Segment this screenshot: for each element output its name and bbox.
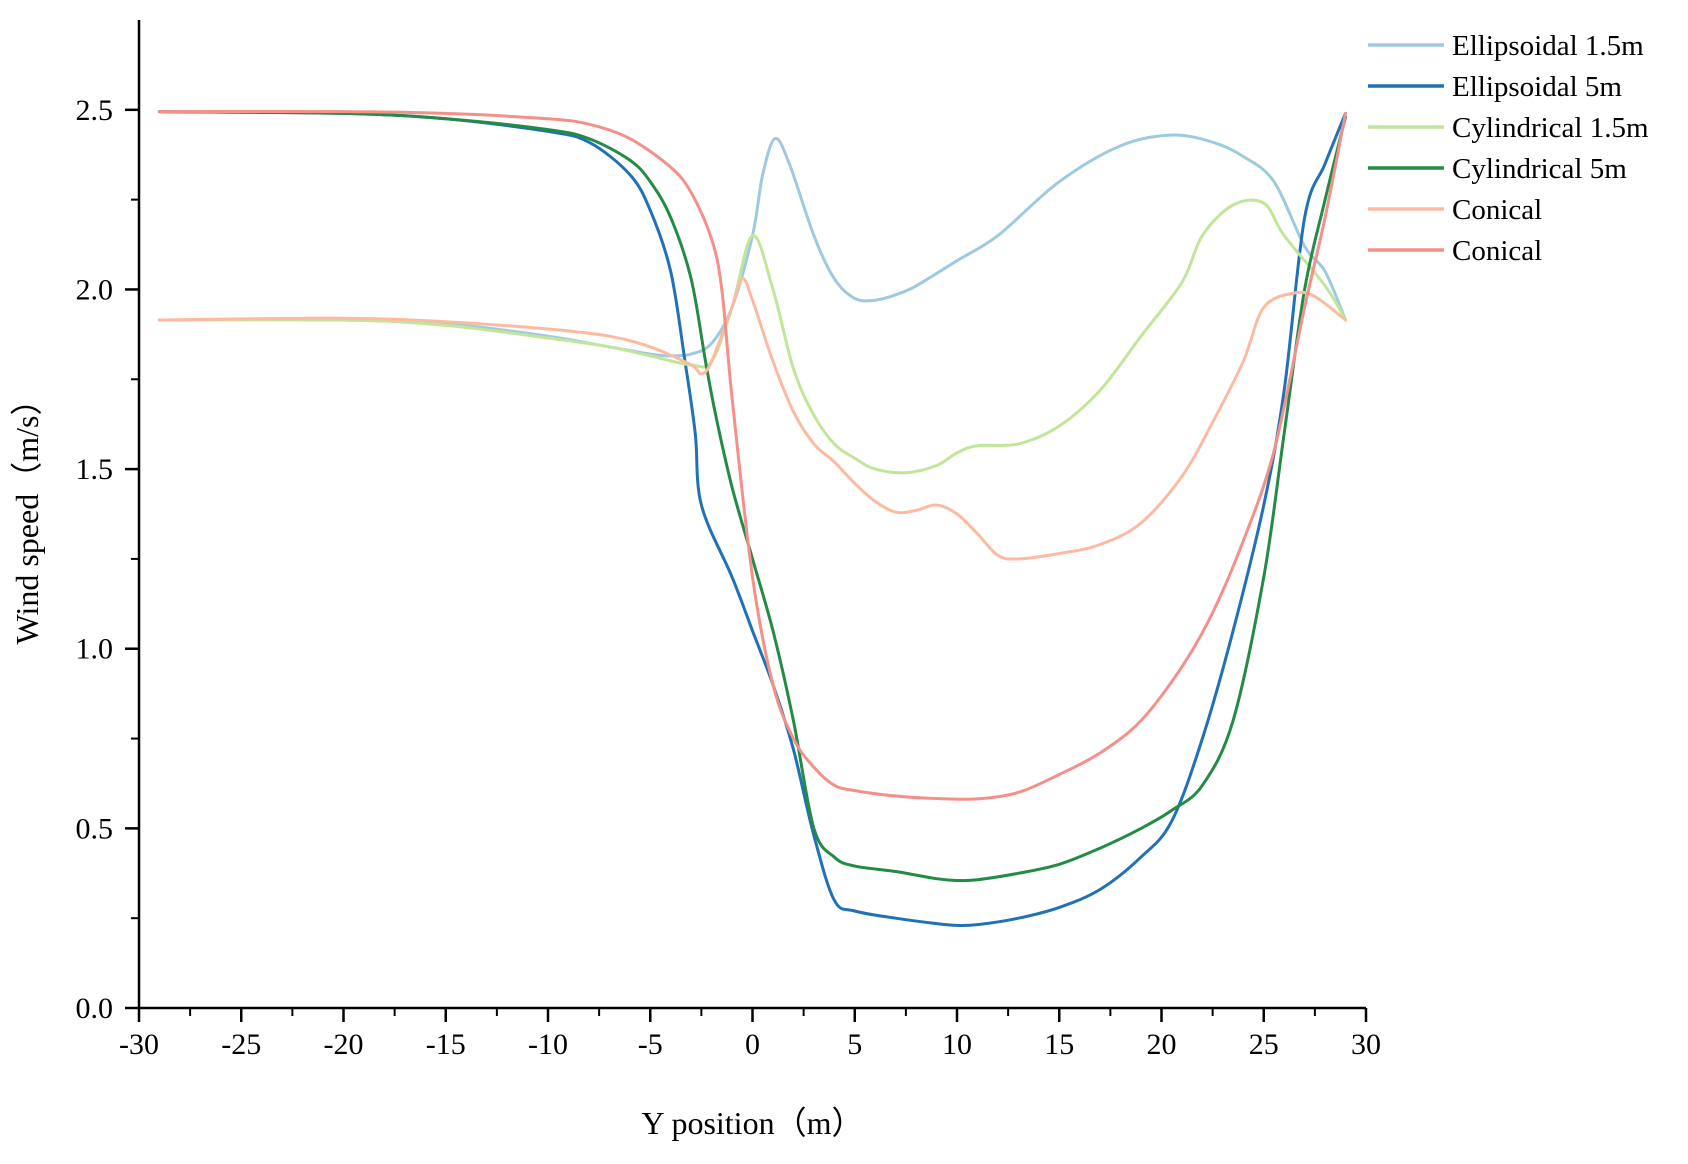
- x-tick-label: -10: [528, 1028, 568, 1061]
- legend-label: Conical: [1452, 194, 1542, 226]
- x-tick-label: 5: [847, 1028, 862, 1061]
- x-tick-label: -25: [221, 1028, 261, 1061]
- x-axis-title: Y position（m）: [642, 1105, 864, 1141]
- x-tick-label: 30: [1351, 1028, 1381, 1061]
- chart-legend: Ellipsoidal 1.5m Ellipsoidal 5m Cylindrica…: [1368, 30, 1649, 267]
- series-line-4: [157, 110, 1347, 883]
- legend-label: Ellipsoidal 5m: [1452, 71, 1622, 103]
- legend-label: Cylindrical 1.5m: [1452, 112, 1649, 144]
- series-line-1: [157, 133, 1347, 358]
- x-tick-label: 25: [1249, 1028, 1279, 1061]
- series-line-3: [157, 198, 1347, 475]
- y-axis-ticks: 0.0 0.5 1.0 1.5 2.0 2.5: [76, 94, 139, 1025]
- series-line-6: [157, 109, 1347, 801]
- y-tick-label: 0.5: [76, 812, 114, 845]
- x-axis-ticks: -30 -25 -20 -15 -10 -5 0 5 10 15 20 25 30: [119, 1008, 1381, 1061]
- legend-label: Cylindrical 5m: [1452, 153, 1627, 185]
- x-tick-label: -20: [324, 1028, 364, 1061]
- x-tick-label: -5: [638, 1028, 663, 1061]
- y-tick-label: 2.5: [76, 94, 114, 127]
- x-tick-label: 20: [1147, 1028, 1177, 1061]
- series-lines: [157, 109, 1347, 928]
- x-tick-label: 10: [942, 1028, 972, 1061]
- chart-axes: -30 -25 -20 -15 -10 -5 0 5 10 15 20 25 30 0.0 0.5 1.0 1…: [76, 20, 1381, 1061]
- y-tick-label: 0.0: [76, 992, 114, 1025]
- x-tick-label: -15: [426, 1028, 466, 1061]
- legend-label: Ellipsoidal 1.5m: [1452, 30, 1644, 62]
- x-tick-label: 15: [1044, 1028, 1074, 1061]
- y-tick-label: 1.0: [76, 633, 114, 666]
- legend-label: Conical: [1452, 235, 1542, 267]
- series-line-5: [157, 277, 1347, 561]
- y-tick-label: 1.5: [76, 453, 114, 486]
- y-axis-title: Wind speed（m/s）: [9, 384, 45, 645]
- x-tick-label: -30: [119, 1028, 159, 1061]
- series-line-2: [157, 110, 1347, 928]
- y-tick-label: 2.0: [76, 273, 114, 306]
- x-tick-label: 0: [745, 1028, 760, 1061]
